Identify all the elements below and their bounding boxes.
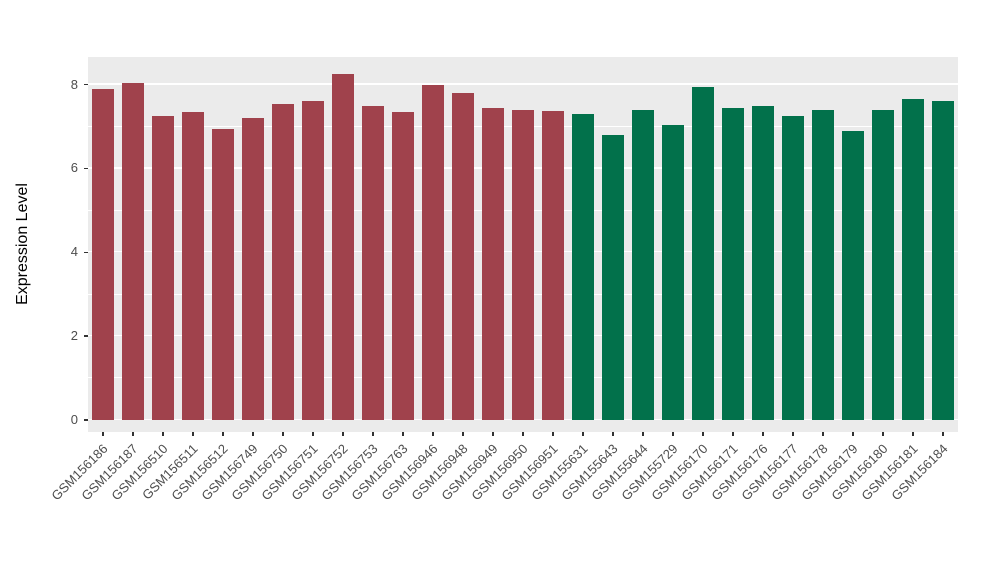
x-axis-tick-mark <box>822 432 824 436</box>
bar <box>902 99 924 420</box>
x-axis-tick-mark <box>792 432 794 436</box>
bar <box>872 109 894 420</box>
x-axis-tick-mark <box>282 432 284 436</box>
x-axis-tick-mark <box>162 432 164 436</box>
bar <box>842 130 864 420</box>
bar <box>512 109 534 420</box>
x-axis-tick-mark <box>762 432 764 436</box>
bar <box>932 101 954 420</box>
bar <box>422 84 444 420</box>
x-axis-tick-mark <box>402 432 404 436</box>
bar <box>92 88 114 420</box>
bar <box>692 86 714 420</box>
bar <box>752 105 774 420</box>
x-axis-tick-mark <box>102 432 104 436</box>
x-axis-tick-mark <box>342 432 344 436</box>
x-axis-tick-mark <box>492 432 494 436</box>
bar <box>122 82 144 420</box>
x-axis-tick-mark <box>252 432 254 436</box>
bar <box>392 111 414 420</box>
bar <box>362 105 384 420</box>
y-axis-tick-label: 2 <box>70 328 78 344</box>
x-axis-tick-mark <box>702 432 704 436</box>
x-axis-tick-mark <box>612 432 614 436</box>
x-axis-tick-mark <box>732 432 734 436</box>
x-axis-tick-mark <box>882 432 884 436</box>
gridline-major <box>88 83 958 85</box>
x-axis-tick-mark <box>642 432 644 436</box>
x-axis-tick-mark <box>912 432 914 436</box>
bar <box>542 110 564 420</box>
x-axis-tick-mark <box>672 432 674 436</box>
plot-panel <box>88 57 958 432</box>
y-axis-tick-mark <box>84 251 88 254</box>
x-axis-tick-mark <box>192 432 194 436</box>
x-axis-tick-mark <box>462 432 464 436</box>
x-axis-tick-mark <box>942 432 944 436</box>
bar <box>272 103 294 420</box>
bar <box>812 109 834 420</box>
y-axis-tick-label: 8 <box>70 76 78 92</box>
x-axis-tick-mark <box>432 432 434 436</box>
bar <box>722 107 744 420</box>
y-axis-tick-mark <box>84 83 88 86</box>
bar <box>242 118 264 420</box>
x-axis-tick-mark <box>132 432 134 436</box>
x-axis-tick-mark <box>552 432 554 436</box>
bar <box>332 74 354 420</box>
bar <box>452 93 474 420</box>
bar <box>662 124 684 420</box>
bar <box>632 109 654 420</box>
y-axis-tick-label: 0 <box>70 412 78 427</box>
bar <box>212 128 234 420</box>
bar <box>182 111 204 420</box>
y-axis-tick-mark <box>84 335 88 337</box>
bar <box>572 114 594 420</box>
x-axis-tick-mark <box>312 432 314 436</box>
x-axis-tick-mark <box>372 432 374 436</box>
x-axis-tick-mark <box>522 432 524 436</box>
y-axis-tick-mark <box>84 419 88 421</box>
y-axis-tick-label: 6 <box>70 160 78 176</box>
bar <box>152 116 174 420</box>
bar <box>782 116 804 420</box>
y-axis-tick-mark <box>84 167 88 170</box>
x-axis-tick-mark <box>852 432 854 436</box>
x-axis-tick-mark <box>582 432 584 436</box>
bar <box>602 134 624 420</box>
bar <box>482 107 504 420</box>
bar <box>302 101 324 420</box>
y-axis-title: Expression Level <box>14 183 31 305</box>
x-axis-tick-mark <box>222 432 224 436</box>
y-axis-tick-label: 4 <box>70 244 78 260</box>
